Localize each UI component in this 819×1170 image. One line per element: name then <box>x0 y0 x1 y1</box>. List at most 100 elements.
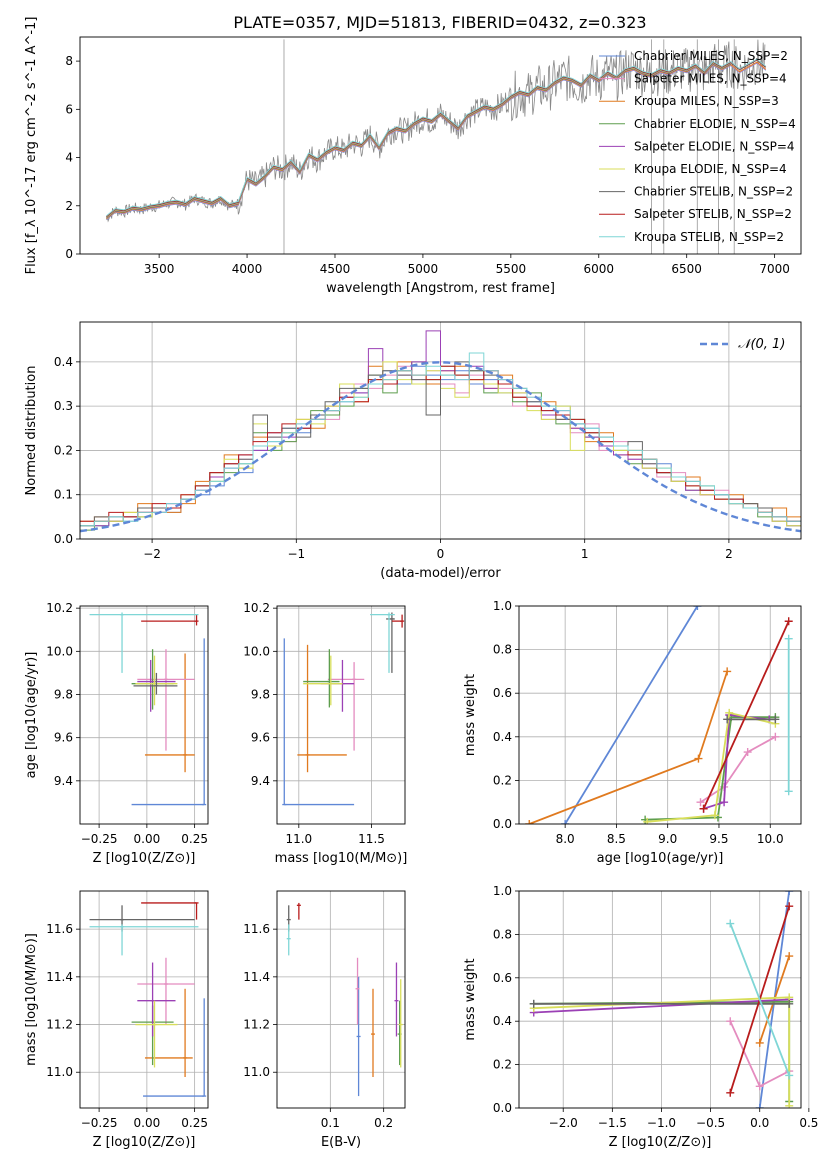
plus-marker <box>723 715 732 724</box>
plus-marker <box>561 820 570 824</box>
weight-line <box>645 716 776 821</box>
age_vs_mass-point <box>303 655 343 706</box>
weight-line <box>533 998 790 1014</box>
weight_vs_age-series <box>643 708 780 824</box>
spectrum-xlabel: wavelength [Angstrom, rest frame] <box>326 281 555 296</box>
weight_vs_age-xtick-label: 8.5 <box>607 832 626 846</box>
weight_vs_age-ytick-label: 0.4 <box>493 730 512 744</box>
age_vs_mass-point <box>320 659 355 712</box>
age_vs_Z-point <box>133 672 178 695</box>
figure-title: PLATE=0357, MJD=51813, FIBERID=0432, z=0… <box>233 13 646 32</box>
plus-marker <box>694 754 703 763</box>
plus-marker <box>771 715 780 724</box>
plus-marker <box>710 811 719 820</box>
plus-marker <box>726 1017 735 1026</box>
axes-container: 3500 4000 4500 5000 5500 6000 6500 7000 0 2 4 6 8 wav… <box>24 17 818 1150</box>
weight_vs_Z-xtick-label: −0.5 <box>696 1116 725 1130</box>
mass_vs_EBV-point <box>286 924 291 956</box>
age_vs_Z-plot-area <box>89 612 207 806</box>
mass_vs_EBV-plot-area <box>286 902 403 1097</box>
mass_vs_EBV-ytick-label: 11.4 <box>243 970 270 984</box>
weight_vs_age-series <box>699 711 774 813</box>
residuals-xtick-label: −2 <box>143 547 161 561</box>
age_vs_mass-ytick-label: 9.4 <box>251 774 270 788</box>
plus-marker <box>726 1088 735 1097</box>
age_vs_Z-ytick-label: 9.6 <box>54 731 73 745</box>
normal-curve <box>80 361 801 533</box>
age_vs_mass-point <box>303 649 340 708</box>
age_vs_mass-point <box>370 612 395 673</box>
weight_vs_age-series <box>561 606 702 824</box>
spectrum-ytick-label: 4 <box>65 151 73 165</box>
residuals-xtick-label: 2 <box>725 547 733 561</box>
age_vs_Z-ytick-label: 9.8 <box>54 687 73 701</box>
plus-marker <box>785 1101 794 1108</box>
spectrum-ytick-label: 2 <box>65 199 73 213</box>
age_vs_mass-xtick-label: 11.0 <box>285 832 312 846</box>
mass_vs_Z-ytick-label: 11.6 <box>46 922 73 936</box>
plus-marker <box>699 804 708 813</box>
spectrum-ylabel: Flux [f_λ 10^-17 erg cm^-2 s^-1 A^-1] <box>24 17 39 275</box>
spectrum-model-line <box>106 58 767 217</box>
age_vs_mass-point <box>297 644 347 773</box>
age_vs_mass-xlabel: mass [log10(M/M⊙)] <box>275 851 408 866</box>
mass_vs_EBV-xtick-label: 0.2 <box>374 1116 393 1130</box>
mass_vs_EBV-point <box>371 988 375 1077</box>
residuals-xtick-label: −1 <box>287 547 305 561</box>
weight_vs_age-frame <box>518 605 802 825</box>
spectrum-xtick-label: 3500 <box>144 262 175 276</box>
weight_vs_Z-ytick-label: 0.4 <box>493 1014 512 1028</box>
weight_vs_Z-ytick-label: 1.0 <box>493 884 512 898</box>
mass_vs_Z-ytick-label: 11.4 <box>46 970 73 984</box>
plus-marker <box>784 617 793 626</box>
mass_vs_Z-xtick-label: 0.00 <box>134 1116 161 1130</box>
plus-marker <box>784 787 793 796</box>
mass_vs_Z-point <box>89 905 195 932</box>
legend-label: Salpeter MILES, N_SSP=4 <box>634 72 787 86</box>
age_vs_mass-axes: 11.0 11.5 9.4 9.6 9.8 10.0 10.2 mass [log10(M/M… <box>243 601 407 866</box>
mass_vs_EBV-axes: 0.1 0.2 11.0 11.2 11.4 11.6 E(B-V) <box>243 890 406 1150</box>
age_vs_mass-ytick-label: 10.2 <box>243 601 270 615</box>
weight_vs_Z-series <box>529 999 794 1008</box>
mass_vs_EBV-point <box>356 976 361 1097</box>
weight_vs_Z-ytick-label: 0.6 <box>493 971 512 985</box>
spectrum-xtick-label: 4000 <box>232 262 263 276</box>
plus-marker <box>785 891 794 895</box>
mass_vs_EBV-point <box>398 979 403 1068</box>
weight_vs_age-ytick-label: 0.8 <box>493 643 512 657</box>
age_vs_mass-point <box>391 614 405 628</box>
weight_vs_Z-axes: −2.0 −1.5 −1.0 −0.5 0.0 0.5 0.0 0.2 0.4 0.6 0.8 1.0… <box>463 884 818 1150</box>
mass_vs_EBV-ytick-label: 11.0 <box>243 1065 270 1079</box>
legend-label: Salpeter STELIB, N_SSP=2 <box>634 207 792 221</box>
weight-line <box>702 620 790 810</box>
age_vs_Z-point <box>144 653 195 773</box>
plus-marker <box>696 798 705 807</box>
spectrum-ytick-label: 8 <box>65 54 73 68</box>
residuals-ylabel: Normed distribution <box>24 366 39 496</box>
plus-marker <box>723 667 732 676</box>
plus-marker <box>771 732 780 741</box>
weight_vs_age-xlabel: age [log10(age/yr)] <box>597 851 724 866</box>
age_vs_Z-axes: −0.25 0.00 0.25 9.4 9.6 9.8 10.0 10.2 Z [log10(Z… <box>24 601 209 866</box>
mass_vs_Z-ylabel: mass [log10(M/M⊙)] <box>24 933 39 1066</box>
age_vs_mass-ytick-label: 9.8 <box>251 687 270 701</box>
age_vs_mass-xtick-label: 11.5 <box>358 832 385 846</box>
weight_vs_age-xtick-label: 10.0 <box>757 832 784 846</box>
legend-label: Chabrier STELIB, N_SSP=2 <box>634 185 793 199</box>
plus-marker <box>755 1104 764 1108</box>
mass_vs_EBV-point <box>394 962 399 1037</box>
mass_vs_Z-point <box>89 924 199 956</box>
spectrum-ytick-label: 0 <box>65 247 73 261</box>
residuals-ytick-label: 0.0 <box>54 532 73 546</box>
legend-label: Chabrier ELODIE, N_SSP=4 <box>634 117 796 131</box>
weight-line <box>700 736 776 803</box>
age_vs_Z-xtick-label: −0.25 <box>81 832 118 846</box>
age_vs_Z-xlabel: Z [log10(Z/Z⊙)] <box>93 851 196 866</box>
age_vs_Z-xtick-label: 0.25 <box>181 832 208 846</box>
plus-marker <box>755 1038 764 1047</box>
mass_vs_Z-xtick-label: 0.25 <box>181 1116 208 1130</box>
spectrum-frame <box>79 36 802 255</box>
spectrum-xtick-label: 6000 <box>583 262 614 276</box>
weight_vs_age-axes: 8.0 8.5 9.0 9.5 10.0 0.0 0.2 0.4 0.6 0.8 1.0 age [l… <box>463 599 802 866</box>
